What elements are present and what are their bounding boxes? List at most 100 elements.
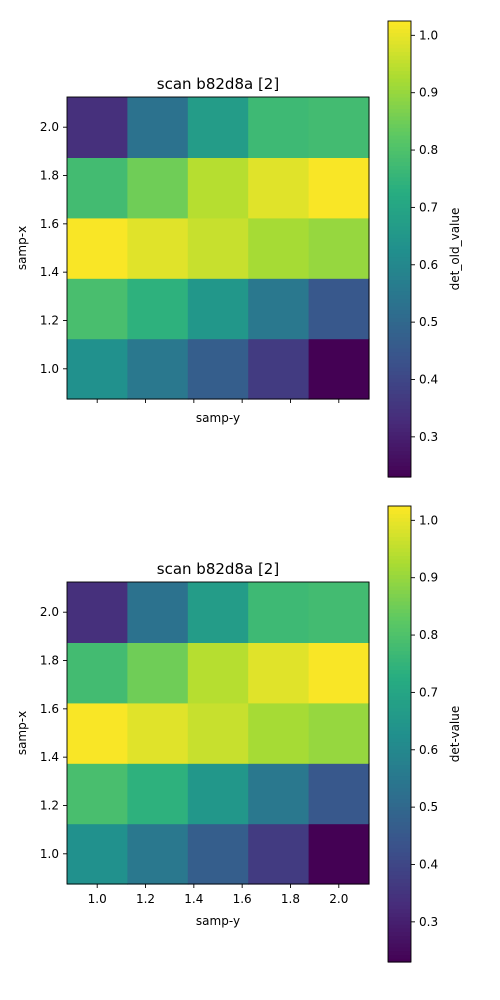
top-y-tick-label: 1.8 <box>40 169 59 183</box>
bottom-colorbar-segment <box>388 939 411 944</box>
top-y-tick-label: 1.6 <box>40 217 59 231</box>
top-colorbar-segment <box>388 321 411 326</box>
bottom-colorbar-segment <box>388 589 411 594</box>
bottom-colorbar-segment <box>388 802 411 807</box>
bottom-axes-frame <box>66 581 370 885</box>
top-colorbar-segment <box>388 309 411 315</box>
bottom-colorbar-segment <box>388 764 411 769</box>
bottom-colorbar-segment <box>388 673 411 678</box>
bottom-heatmap-cell-r1-c4 <box>308 763 370 825</box>
bottom-colorbar-segment <box>388 578 411 583</box>
top-heatmap-title: scan b82d8a [2] <box>157 75 279 93</box>
top-colorbar-tick-label: 0.4 <box>419 372 438 386</box>
bottom-colorbar-segment <box>388 779 411 784</box>
bottom-heatmap-cell-r3-c3 <box>248 642 310 704</box>
bottom-heatmap-cell-r2-c4 <box>308 702 370 764</box>
top-colorbar-segment <box>388 446 411 451</box>
top-colorbar-tick-label: 0.9 <box>419 86 438 100</box>
bottom-colorbar-segment <box>388 688 411 693</box>
bottom-colorbar-segment <box>388 506 411 511</box>
top-colorbar-segment <box>388 465 411 470</box>
bottom-colorbar-segment <box>388 794 411 800</box>
top-heatmap-xlabel: samp-y <box>196 411 240 425</box>
bottom-heatmap-cell-r4-c4 <box>308 582 370 643</box>
top-heatmap-cell-r0-c0 <box>67 338 128 400</box>
bottom-colorbar-segment <box>388 863 411 868</box>
bottom-colorbar-segment <box>388 901 411 906</box>
top-colorbar-segment <box>388 97 411 102</box>
top-colorbar-segment <box>388 127 411 132</box>
top-colorbar-segment <box>388 180 411 185</box>
top-colorbar-segment <box>388 62 411 68</box>
top-colorbar-segment <box>388 469 411 474</box>
top-colorbar-segment <box>388 89 411 94</box>
top-colorbar-segment <box>388 36 411 41</box>
top-colorbar-segment <box>388 51 411 56</box>
bottom-colorbar-segment <box>388 829 411 834</box>
top-colorbar-segment <box>388 55 411 60</box>
top-colorbar-segment <box>388 408 411 413</box>
bottom-heatmap-cell-r3-c1 <box>127 642 189 704</box>
bottom-heatmap-cell-r2-c0 <box>67 702 128 764</box>
top-colorbar-segment <box>388 374 411 379</box>
top-colorbar-segment <box>388 100 411 106</box>
top-colorbar-segment <box>388 454 411 459</box>
top-heatmap-cell-r3-c1 <box>127 157 189 219</box>
bottom-colorbar-segment <box>388 631 411 636</box>
bottom-colorbar-segment <box>388 612 411 617</box>
top-colorbar-segment <box>388 40 411 45</box>
bottom-y-tick-label: 1.8 <box>40 654 59 668</box>
bottom-colorbar-segment <box>388 726 411 731</box>
top-colorbar-segment <box>388 176 411 182</box>
top-colorbar-segment <box>388 347 411 353</box>
top-heatmap-cell-r1-c3 <box>248 278 310 340</box>
top-colorbar-segment <box>388 268 411 273</box>
top-colorbar-segment <box>388 427 411 432</box>
top-colorbar-segment <box>388 157 411 163</box>
top-colorbar-segment <box>388 271 411 277</box>
bottom-colorbar-segment <box>388 867 411 872</box>
bottom-colorbar-segment <box>388 927 411 933</box>
bottom-colorbar-segment <box>388 756 411 762</box>
top-colorbar-segment <box>388 325 411 330</box>
top-colorbar-segment <box>388 317 411 322</box>
bottom-colorbar-segment <box>388 547 411 553</box>
top-colorbar-segment <box>388 161 411 166</box>
top-colorbar-segment <box>388 135 411 140</box>
top-colorbar-segment <box>388 218 411 223</box>
bottom-colorbar-segment <box>388 916 411 921</box>
bottom-colorbar-segment <box>388 570 411 575</box>
bottom-heatmap-cell-r0-c3 <box>248 823 310 885</box>
bottom-colorbar-segment <box>388 772 411 777</box>
top-colorbar-tick-label: 0.8 <box>419 143 438 157</box>
bottom-x-tick-label: 1.8 <box>281 892 300 906</box>
bottom-colorbar-tick-label: 0.6 <box>419 743 438 757</box>
bottom-colorbar-segment <box>388 654 411 659</box>
bottom-heatmap-cell-r1-c1 <box>127 763 189 825</box>
bottom-colorbar-segment <box>388 517 411 522</box>
bottom-colorbar-tick-label: 0.4 <box>419 857 438 871</box>
bottom-y-tick-label: 1.2 <box>40 798 59 812</box>
bottom-colorbar-tick-label: 0.3 <box>419 915 438 929</box>
bottom-colorbar-segment <box>388 646 411 651</box>
bottom-colorbar-segment <box>388 798 411 803</box>
bottom-y-tick-label: 1.0 <box>40 847 59 861</box>
top-colorbar-segment <box>388 378 411 383</box>
top-colorbar-segment <box>388 260 411 265</box>
bottom-colorbar-segment <box>388 806 411 811</box>
bottom-colorbar-label: det-value <box>448 706 462 763</box>
top-colorbar-segment <box>388 340 411 345</box>
bottom-colorbar-segment <box>388 525 411 530</box>
bottom-colorbar-segment <box>388 775 411 781</box>
top-colorbar-segment <box>388 332 411 337</box>
top-colorbar-segment <box>388 256 411 261</box>
bottom-colorbar-segment <box>388 703 411 708</box>
top-heatmap-cell-r1-c1 <box>127 278 189 340</box>
top-heatmap-cell-r3-c3 <box>248 157 310 219</box>
bottom-colorbar-segment <box>388 734 411 739</box>
top-colorbar-segment <box>388 412 411 417</box>
bottom-colorbar-segment <box>388 604 411 610</box>
top-colorbar-segment <box>388 355 411 360</box>
bottom-colorbar-segment <box>388 745 411 750</box>
